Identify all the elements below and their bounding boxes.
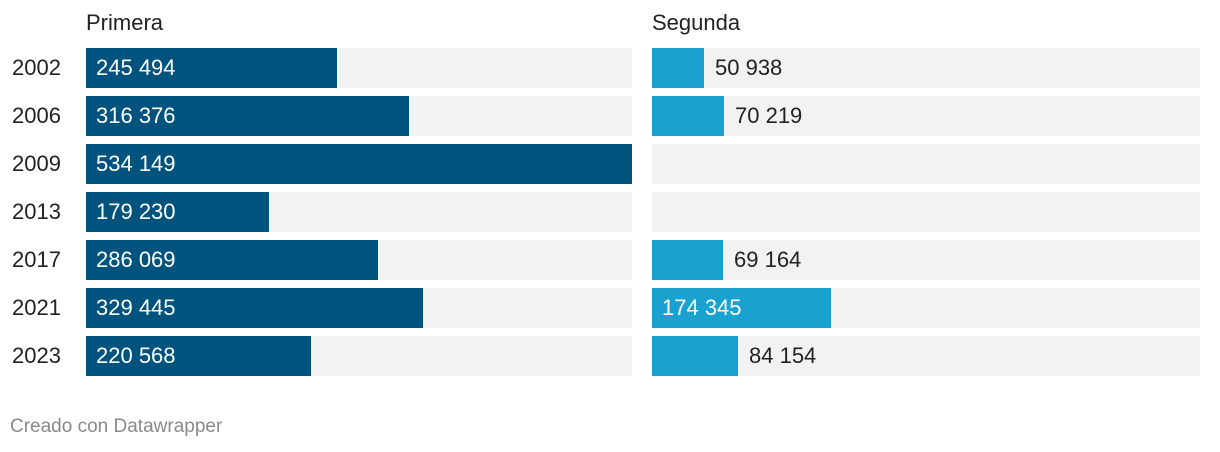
bar-track bbox=[652, 192, 1200, 232]
primera-bar bbox=[86, 192, 269, 232]
value-label: 84 154 bbox=[749, 343, 817, 368]
value-label: 534 149 bbox=[96, 151, 176, 176]
bar-track: 50 938 bbox=[652, 48, 1200, 88]
bar-track: 534 149 bbox=[86, 144, 632, 184]
bar-track: 70 219 bbox=[652, 96, 1200, 136]
primera-bar bbox=[86, 144, 632, 184]
year-label: 2021 bbox=[12, 295, 61, 320]
year-label: 2023 bbox=[12, 343, 61, 368]
bar-track: 245 494 bbox=[86, 48, 632, 88]
bar-track: 84 154 bbox=[652, 336, 1200, 376]
value-label: 316 376 bbox=[96, 103, 176, 128]
bar-track: 179 230 bbox=[86, 192, 632, 232]
value-label: 329 445 bbox=[96, 295, 176, 320]
primera-bar bbox=[86, 96, 409, 136]
panel-title-segunda: Segunda bbox=[652, 10, 741, 35]
bar-track: 286 069 bbox=[86, 240, 632, 280]
segunda-bar bbox=[652, 240, 723, 280]
bar-track: 69 164 bbox=[652, 240, 1200, 280]
primera-bar bbox=[86, 240, 378, 280]
year-label: 2002 bbox=[12, 55, 61, 80]
bar-track: 220 568 bbox=[86, 336, 632, 376]
value-label: 50 938 bbox=[715, 55, 783, 80]
value-label: 174 345 bbox=[662, 295, 742, 320]
segunda-bar bbox=[652, 96, 724, 136]
primera-bar bbox=[86, 336, 311, 376]
year-label: 2017 bbox=[12, 247, 61, 272]
value-label: 69 164 bbox=[734, 247, 802, 272]
segunda-bar bbox=[652, 336, 738, 376]
bar-track: 329 445 bbox=[86, 288, 632, 328]
value-label: 70 219 bbox=[735, 103, 803, 128]
primera-bar bbox=[86, 48, 337, 88]
value-label: 286 069 bbox=[96, 247, 176, 272]
bar-track: 316 376 bbox=[86, 96, 632, 136]
bar-track bbox=[652, 144, 1200, 184]
year-label: 2006 bbox=[12, 103, 61, 128]
segunda-bar bbox=[652, 288, 831, 328]
value-label: 220 568 bbox=[96, 343, 176, 368]
credit-text: Creado con Datawrapper bbox=[10, 416, 223, 437]
segunda-bar bbox=[652, 48, 704, 88]
primera-bar bbox=[86, 288, 423, 328]
panel-title-primera: Primera bbox=[86, 10, 164, 35]
bar-track: 174 345 bbox=[652, 288, 1200, 328]
year-label: 2013 bbox=[12, 199, 61, 224]
value-label: 245 494 bbox=[96, 55, 176, 80]
year-label: 2009 bbox=[12, 151, 61, 176]
value-label: 179 230 bbox=[96, 199, 176, 224]
